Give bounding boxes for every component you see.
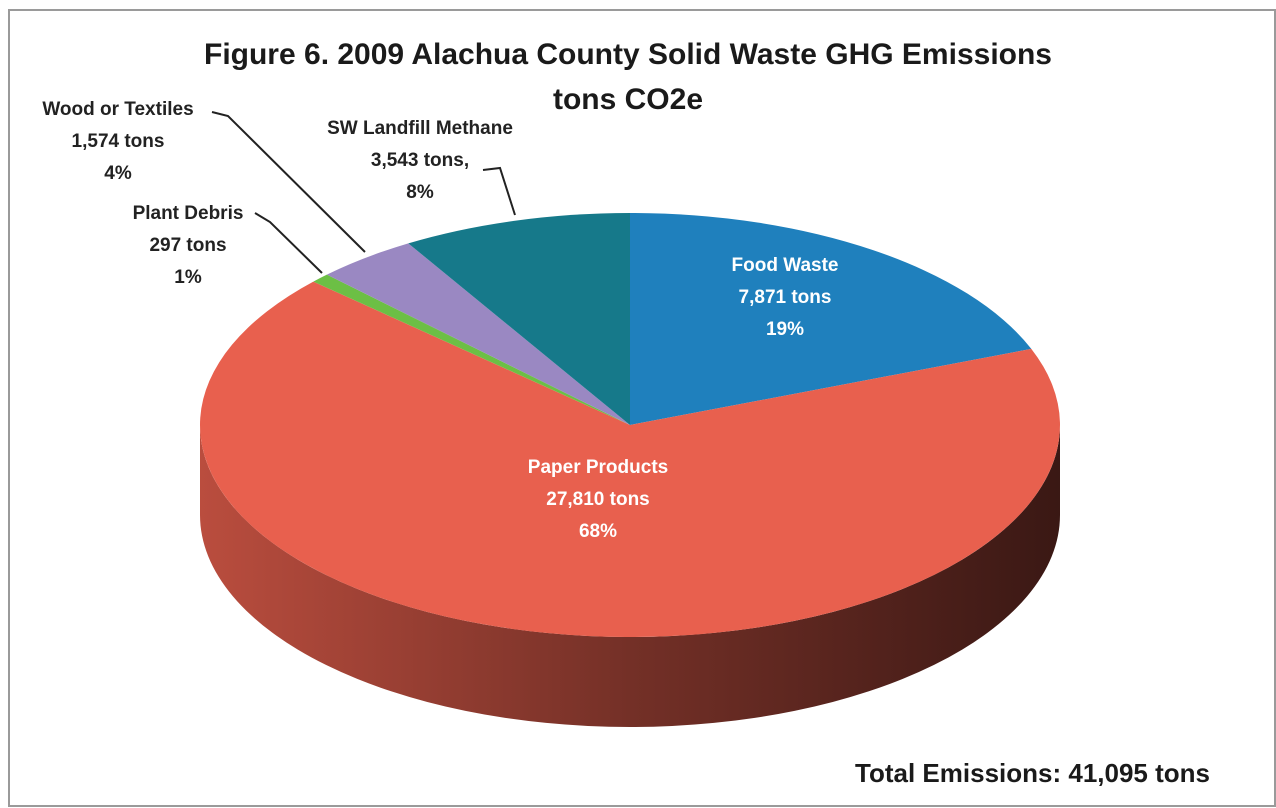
data-label: 7,871 tons — [739, 287, 832, 308]
slice — [326, 243, 630, 425]
annotation: Total Emissions: 41,095 tons — [855, 758, 1210, 788]
data-label: 1,574 tons — [72, 131, 165, 152]
slice — [630, 213, 1032, 425]
chart-subtitle: tons CO2e — [553, 83, 703, 116]
data-label: Plant Debris — [133, 203, 244, 224]
data-label: 3,543 tons, — [371, 150, 469, 171]
data-label: Wood or Textiles — [42, 99, 193, 120]
slice — [313, 274, 630, 425]
chart-frame — [8, 9, 1276, 807]
data-label: SW Landfill Methane — [327, 118, 513, 139]
data-label: 4% — [104, 163, 132, 184]
leader-line — [254, 212, 323, 274]
data-label: 19% — [766, 319, 804, 340]
data-label: 27,810 tons — [546, 489, 650, 510]
data-label: 68% — [579, 521, 617, 542]
chart-title: Figure 6. 2009 Alachua County Solid Wast… — [204, 38, 1052, 71]
data-label: 8% — [406, 182, 434, 203]
data-label: 297 tons — [149, 235, 226, 256]
data-label: Paper Products — [528, 457, 668, 478]
slice-side — [200, 425, 1060, 727]
slice — [200, 281, 1061, 637]
data-label: Food Waste — [732, 255, 839, 276]
leader-line — [482, 166, 516, 216]
data-label: 1% — [174, 267, 202, 288]
leader-line — [211, 111, 366, 253]
slice — [408, 213, 630, 425]
